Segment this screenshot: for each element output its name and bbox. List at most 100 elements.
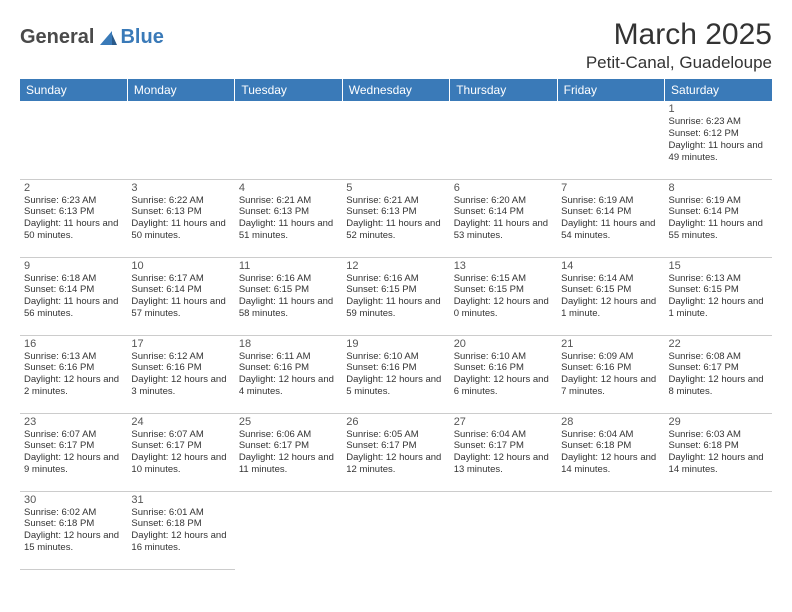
- sunset-text: Sunset: 6:16 PM: [346, 362, 416, 373]
- day-number: 7: [561, 182, 660, 194]
- calendar-week-row: 2Sunrise: 6:23 AMSunset: 6:13 PMDaylight…: [20, 179, 772, 257]
- day-number: 30: [24, 494, 123, 506]
- sunrise-text: Sunrise: 6:10 AM: [346, 351, 418, 362]
- day-details: Sunrise: 6:12 AMSunset: 6:16 PMDaylight:…: [131, 351, 230, 399]
- calendar-day-cell: 30Sunrise: 6:02 AMSunset: 6:18 PMDayligh…: [20, 491, 127, 569]
- daylight-text: Daylight: 12 hours and 10 minutes.: [131, 452, 226, 475]
- daylight-text: Daylight: 12 hours and 15 minutes.: [24, 530, 119, 553]
- day-details: Sunrise: 6:18 AMSunset: 6:14 PMDaylight:…: [24, 273, 123, 321]
- weekday-header: Sunday: [20, 79, 127, 101]
- day-details: Sunrise: 6:04 AMSunset: 6:17 PMDaylight:…: [454, 429, 553, 477]
- sunset-text: Sunset: 6:15 PM: [346, 284, 416, 295]
- sunrise-text: Sunrise: 6:09 AM: [561, 351, 633, 362]
- weekday-header: Thursday: [450, 79, 557, 101]
- sunrise-text: Sunrise: 6:07 AM: [131, 429, 203, 440]
- calendar-day-cell: 31Sunrise: 6:01 AMSunset: 6:18 PMDayligh…: [127, 491, 234, 569]
- daylight-text: Daylight: 11 hours and 51 minutes.: [239, 218, 333, 241]
- calendar-day-cell: 15Sunrise: 6:13 AMSunset: 6:15 PMDayligh…: [665, 257, 772, 335]
- day-number: 24: [131, 416, 230, 428]
- daylight-text: Daylight: 11 hours and 56 minutes.: [24, 296, 118, 319]
- daylight-text: Daylight: 11 hours and 59 minutes.: [346, 296, 440, 319]
- daylight-text: Daylight: 11 hours and 52 minutes.: [346, 218, 440, 241]
- day-number: 8: [669, 182, 768, 194]
- calendar-day-cell: 29Sunrise: 6:03 AMSunset: 6:18 PMDayligh…: [665, 413, 772, 491]
- calendar-day-cell: 25Sunrise: 6:06 AMSunset: 6:17 PMDayligh…: [235, 413, 342, 491]
- sunset-text: Sunset: 6:15 PM: [239, 284, 309, 295]
- daylight-text: Daylight: 12 hours and 14 minutes.: [561, 452, 656, 475]
- daylight-text: Daylight: 12 hours and 1 minute.: [669, 296, 764, 319]
- daylight-text: Daylight: 12 hours and 1 minute.: [561, 296, 656, 319]
- calendar-day-cell: [450, 101, 557, 179]
- day-number: 26: [346, 416, 445, 428]
- calendar-day-cell: [235, 101, 342, 179]
- day-number: 6: [454, 182, 553, 194]
- calendar-day-cell: 5Sunrise: 6:21 AMSunset: 6:13 PMDaylight…: [342, 179, 449, 257]
- day-number: 4: [239, 182, 338, 194]
- sunrise-text: Sunrise: 6:13 AM: [24, 351, 96, 362]
- sunset-text: Sunset: 6:16 PM: [24, 362, 94, 373]
- sunrise-text: Sunrise: 6:14 AM: [561, 273, 633, 284]
- sunset-text: Sunset: 6:16 PM: [454, 362, 524, 373]
- calendar-day-cell: 8Sunrise: 6:19 AMSunset: 6:14 PMDaylight…: [665, 179, 772, 257]
- day-details: Sunrise: 6:07 AMSunset: 6:17 PMDaylight:…: [131, 429, 230, 477]
- month-title: March 2025: [586, 18, 772, 51]
- sunset-text: Sunset: 6:15 PM: [454, 284, 524, 295]
- day-number: 12: [346, 260, 445, 272]
- calendar-day-cell: 12Sunrise: 6:16 AMSunset: 6:15 PMDayligh…: [342, 257, 449, 335]
- day-details: Sunrise: 6:19 AMSunset: 6:14 PMDaylight:…: [561, 195, 660, 243]
- logo-sail-icon: [98, 29, 118, 47]
- daylight-text: Daylight: 12 hours and 9 minutes.: [24, 452, 119, 475]
- sunset-text: Sunset: 6:17 PM: [454, 440, 524, 451]
- day-details: Sunrise: 6:01 AMSunset: 6:18 PMDaylight:…: [131, 507, 230, 555]
- sunrise-text: Sunrise: 6:04 AM: [454, 429, 526, 440]
- weekday-header: Wednesday: [342, 79, 449, 101]
- day-details: Sunrise: 6:11 AMSunset: 6:16 PMDaylight:…: [239, 351, 338, 399]
- day-number: 31: [131, 494, 230, 506]
- sunset-text: Sunset: 6:17 PM: [239, 440, 309, 451]
- calendar-day-cell: 17Sunrise: 6:12 AMSunset: 6:16 PMDayligh…: [127, 335, 234, 413]
- calendar-day-cell: 26Sunrise: 6:05 AMSunset: 6:17 PMDayligh…: [342, 413, 449, 491]
- calendar-day-cell: 7Sunrise: 6:19 AMSunset: 6:14 PMDaylight…: [557, 179, 664, 257]
- sunrise-text: Sunrise: 6:10 AM: [454, 351, 526, 362]
- day-details: Sunrise: 6:07 AMSunset: 6:17 PMDaylight:…: [24, 429, 123, 477]
- day-details: Sunrise: 6:08 AMSunset: 6:17 PMDaylight:…: [669, 351, 768, 399]
- calendar-day-cell: [235, 491, 342, 569]
- sunset-text: Sunset: 6:13 PM: [346, 206, 416, 217]
- calendar-day-cell: [342, 491, 449, 569]
- calendar-day-cell: 10Sunrise: 6:17 AMSunset: 6:14 PMDayligh…: [127, 257, 234, 335]
- daylight-text: Daylight: 12 hours and 16 minutes.: [131, 530, 226, 553]
- sunset-text: Sunset: 6:18 PM: [561, 440, 631, 451]
- sunset-text: Sunset: 6:17 PM: [669, 362, 739, 373]
- day-number: 19: [346, 338, 445, 350]
- day-details: Sunrise: 6:04 AMSunset: 6:18 PMDaylight:…: [561, 429, 660, 477]
- sunrise-text: Sunrise: 6:02 AM: [24, 507, 96, 518]
- daylight-text: Daylight: 11 hours and 50 minutes.: [131, 218, 225, 241]
- sunrise-text: Sunrise: 6:23 AM: [669, 116, 741, 127]
- sunrise-text: Sunrise: 6:21 AM: [346, 195, 418, 206]
- calendar-day-cell: 18Sunrise: 6:11 AMSunset: 6:16 PMDayligh…: [235, 335, 342, 413]
- weekday-header: Tuesday: [235, 79, 342, 101]
- day-details: Sunrise: 6:13 AMSunset: 6:16 PMDaylight:…: [24, 351, 123, 399]
- calendar-day-cell: 14Sunrise: 6:14 AMSunset: 6:15 PMDayligh…: [557, 257, 664, 335]
- day-number: 16: [24, 338, 123, 350]
- calendar-day-cell: 20Sunrise: 6:10 AMSunset: 6:16 PMDayligh…: [450, 335, 557, 413]
- sunset-text: Sunset: 6:13 PM: [131, 206, 201, 217]
- sunset-text: Sunset: 6:17 PM: [24, 440, 94, 451]
- calendar-day-cell: 22Sunrise: 6:08 AMSunset: 6:17 PMDayligh…: [665, 335, 772, 413]
- sunrise-text: Sunrise: 6:17 AM: [131, 273, 203, 284]
- calendar-day-cell: 4Sunrise: 6:21 AMSunset: 6:13 PMDaylight…: [235, 179, 342, 257]
- day-details: Sunrise: 6:14 AMSunset: 6:15 PMDaylight:…: [561, 273, 660, 321]
- day-details: Sunrise: 6:17 AMSunset: 6:14 PMDaylight:…: [131, 273, 230, 321]
- calendar-table: SundayMondayTuesdayWednesdayThursdayFrid…: [20, 79, 772, 570]
- sunset-text: Sunset: 6:17 PM: [131, 440, 201, 451]
- sunrise-text: Sunrise: 6:21 AM: [239, 195, 311, 206]
- sunset-text: Sunset: 6:13 PM: [24, 206, 94, 217]
- calendar-week-row: 23Sunrise: 6:07 AMSunset: 6:17 PMDayligh…: [20, 413, 772, 491]
- day-number: 25: [239, 416, 338, 428]
- day-number: 27: [454, 416, 553, 428]
- day-number: 11: [239, 260, 338, 272]
- day-number: 3: [131, 182, 230, 194]
- calendar-header-row: SundayMondayTuesdayWednesdayThursdayFrid…: [20, 79, 772, 101]
- sunrise-text: Sunrise: 6:13 AM: [669, 273, 741, 284]
- sunrise-text: Sunrise: 6:19 AM: [561, 195, 633, 206]
